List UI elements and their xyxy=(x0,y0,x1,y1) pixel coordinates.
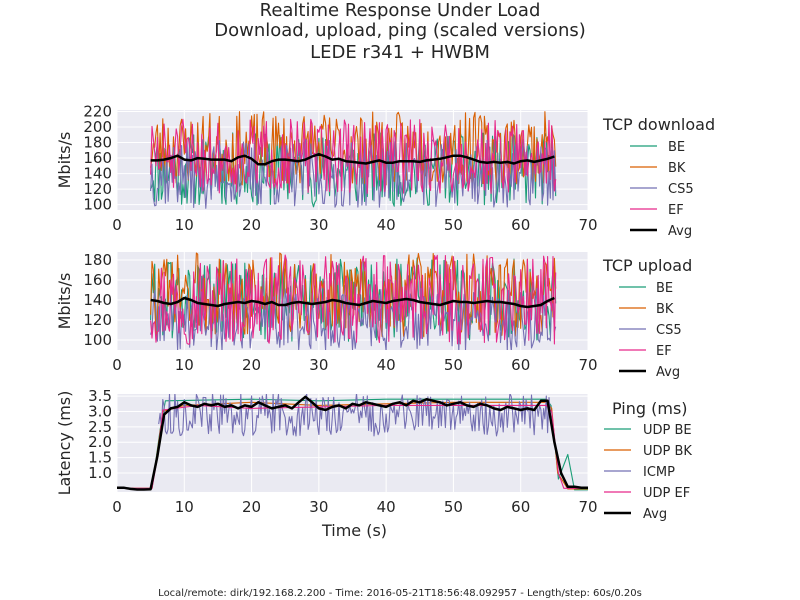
legend-title: TCP upload xyxy=(602,256,692,275)
x-tick-label: 30 xyxy=(309,498,328,516)
x-tick-label: 60 xyxy=(511,216,530,234)
x-tick-label: 40 xyxy=(377,356,396,374)
x-tick-label: 0 xyxy=(112,216,122,234)
legend-entry: Avg xyxy=(668,224,692,239)
y-tick-label: 1.0 xyxy=(88,464,112,482)
series-line-avg xyxy=(150,152,555,166)
y-tick-label: 2.0 xyxy=(88,433,112,451)
legend-title: Ping (ms) xyxy=(612,399,688,418)
y-tick-label: 220 xyxy=(83,103,112,121)
x-axis-label: Time (s) xyxy=(321,521,387,540)
legend-entry: UDP BE xyxy=(643,423,692,438)
x-tick-label: 20 xyxy=(242,498,261,516)
chart-title-line-1: Realtime Response Under Load xyxy=(259,0,541,21)
legend-entry: Avg xyxy=(643,507,667,522)
y-axis-label: Latency (ms) xyxy=(55,391,74,496)
y-tick-label: 3.0 xyxy=(88,403,112,421)
y-tick-label: 160 xyxy=(83,149,112,167)
legend-title: TCP download xyxy=(602,115,715,134)
chart-title-line-2: Download, upload, ping (scaled versions) xyxy=(214,20,586,41)
y-tick-label: 100 xyxy=(83,196,112,214)
legend: TCP upload BE BK CS5 EF Avg xyxy=(602,256,692,380)
x-tick-label: 0 xyxy=(112,356,122,374)
series-line-avg xyxy=(150,296,555,309)
y-tick-label: 140 xyxy=(83,165,112,183)
x-tick-label: 40 xyxy=(377,216,396,234)
panel-3: 0 10 20 30 40 50 60 70 1.01.52.02.53.03.5 Latency… xyxy=(55,387,692,540)
legend-entry: EF xyxy=(656,344,672,359)
footer-info: Local/remote: dirk/192.168.2.200 - Time:… xyxy=(158,588,642,599)
x-tick-label: 10 xyxy=(175,356,194,374)
legend: Ping (ms) UDP BE UDP BK ICMP UDP EF Avg xyxy=(604,399,692,522)
y-tick-label: 180 xyxy=(83,251,112,269)
y-tick-label: 1.5 xyxy=(88,449,112,467)
y-tick-label: 2.5 xyxy=(88,418,112,436)
y-axis-label: Mbits/s xyxy=(55,273,74,330)
legend-entry: BE xyxy=(668,140,685,155)
x-tick-label: 50 xyxy=(444,498,463,516)
legend-entry: ICMP xyxy=(643,465,675,480)
series-line-ef xyxy=(150,254,557,345)
panel-2: 0 10 20 30 40 50 60 70 100 120 140 160 180 Mbits/s TCP… xyxy=(55,251,692,380)
x-tick-label: 70 xyxy=(578,356,597,374)
y-tick-label: 120 xyxy=(83,180,112,198)
y-tick-label: 160 xyxy=(83,271,112,289)
x-tick-label: 70 xyxy=(578,216,597,234)
legend-entry: UDP BK xyxy=(643,444,692,459)
x-tick-label: 50 xyxy=(444,216,463,234)
series-line-cs5 xyxy=(150,287,557,350)
x-tick-label: 10 xyxy=(175,498,194,516)
legend-entry: Avg xyxy=(656,365,680,380)
legend-entry: BK xyxy=(656,302,674,317)
x-tick-label: 70 xyxy=(578,498,597,516)
legend-entry: EF xyxy=(668,203,684,218)
legend-entry: BE xyxy=(656,281,673,296)
legend: TCP download BE BK CS5 EF Avg xyxy=(602,115,715,239)
x-tick-label: 30 xyxy=(309,216,328,234)
legend-entry: UDP EF xyxy=(643,486,690,501)
x-tick-label: 60 xyxy=(511,498,530,516)
series-line-cs5 xyxy=(150,138,557,209)
y-tick-label: 3.5 xyxy=(88,387,112,405)
x-tick-label: 20 xyxy=(242,356,261,374)
y-tick-label: 140 xyxy=(83,291,112,309)
legend-entry: BK xyxy=(668,161,686,176)
series-line-icmp xyxy=(158,394,551,437)
y-tick-label: 100 xyxy=(83,331,112,349)
series-line-avg xyxy=(117,395,588,491)
legend-entry: CS5 xyxy=(656,323,682,338)
y-axis-label: Mbits/s xyxy=(55,132,74,189)
x-tick-label: 50 xyxy=(444,356,463,374)
x-tick-label: 60 xyxy=(511,356,530,374)
legend-entry: CS5 xyxy=(668,182,694,197)
x-tick-label: 0 xyxy=(112,498,122,516)
chart-title-line-3: LEDE r341 + HWBM xyxy=(310,42,490,63)
series-line-ef xyxy=(150,118,557,194)
y-tick-label: 200 xyxy=(83,118,112,136)
y-tick-label: 120 xyxy=(83,311,112,329)
y-tick-label: 180 xyxy=(83,134,112,152)
x-tick-label: 20 xyxy=(242,216,261,234)
x-tick-label: 40 xyxy=(377,498,396,516)
x-tick-label: 10 xyxy=(175,216,194,234)
x-tick-label: 30 xyxy=(309,356,328,374)
